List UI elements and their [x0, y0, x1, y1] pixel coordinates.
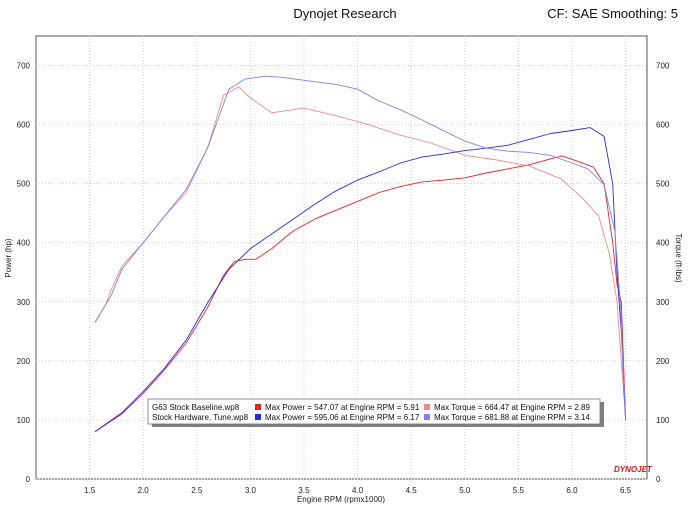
right-y-axis-ticks: 0 100 200 300 400 500 600 700	[656, 62, 670, 484]
svg-text:DYNOJET: DYNOJET	[614, 465, 653, 474]
chart-title: Dynojet Research	[293, 6, 397, 21]
y-tick-label-right: 500	[656, 180, 670, 189]
correction-factor-label: CF: SAE Smoothing: 5	[547, 6, 678, 21]
series-line-torque-3	[94, 75, 627, 420]
y-tick-label-right: 100	[656, 416, 670, 425]
legend-max-power: Max Power = 595.06 at Engine RPM = 6.17	[265, 413, 420, 422]
legend-max-torque: Max Torque = 681.88 at Engine RPM = 3.14	[434, 413, 591, 422]
y-axis-label-left: Power (hp)	[4, 238, 13, 277]
x-axis-label: Engine RPM (rpmx1000)	[297, 495, 385, 504]
y-tick-label-right: 300	[656, 298, 670, 307]
x-tick-label: 5.5	[513, 486, 525, 495]
legend-power-swatch	[255, 414, 261, 420]
legend-torque-swatch	[424, 404, 430, 410]
y-axis-label-right: Torque (ft-lbs)	[674, 233, 683, 283]
legend-power-swatch	[255, 404, 261, 410]
x-tick-label: 3.5	[298, 486, 310, 495]
y-tick-label-right: 200	[656, 357, 670, 366]
x-axis-ticks: 1.5 2.0 2.5 3.0 3.5 4.0 4.5 5.0 5.5 6.0 6.5	[84, 486, 632, 495]
y-tick-label-left: 0	[26, 475, 31, 484]
x-tick-label: 1.5	[84, 486, 96, 495]
x-tick-label: 3.0	[245, 486, 257, 495]
x-tick-label: 5.0	[459, 486, 471, 495]
y-tick-label-left: 400	[17, 239, 31, 248]
y-tick-label-left: 700	[17, 62, 31, 71]
x-tick-label: 6.0	[566, 486, 578, 495]
legend-file-name: G63 Stock Baseline.wp8	[152, 403, 240, 412]
y-tick-label-right: 0	[656, 475, 661, 484]
legend-box: G63 Stock Baseline.wp8 Max Power = 547.07…	[147, 398, 604, 427]
series-line-power-0	[94, 155, 627, 433]
left-y-axis-ticks: 0 100 200 300 400 500 600 700	[17, 62, 31, 484]
y-tick-label-left: 100	[17, 416, 31, 425]
legend-torque-swatch	[424, 414, 430, 420]
y-tick-label-left: 500	[17, 180, 31, 189]
x-tick-label: 2.0	[138, 486, 150, 495]
x-tick-label: 4.0	[352, 486, 364, 495]
dynojet-logo: DYNOJET	[614, 465, 653, 474]
x-tick-label: 4.5	[406, 486, 418, 495]
legend-max-power: Max Power = 547.07 at Engine RPM = 5.91	[265, 403, 420, 412]
x-tick-label: 2.5	[191, 486, 203, 495]
series-lines	[94, 75, 627, 433]
y-tick-label-left: 200	[17, 357, 31, 366]
x-tick-label: 6.5	[620, 486, 632, 495]
legend-max-torque: Max Torque = 664.47 at Engine RPM = 2.89	[434, 403, 591, 412]
y-tick-label-right: 700	[656, 62, 670, 71]
y-tick-label-left: 300	[17, 298, 31, 307]
series-line-power-2	[94, 127, 627, 433]
y-tick-label-right: 600	[656, 121, 670, 130]
legend-file-name: Stock Hardware, Tune.wp8	[152, 413, 249, 422]
y-tick-label-left: 600	[17, 121, 31, 130]
y-tick-label-right: 400	[656, 239, 670, 248]
